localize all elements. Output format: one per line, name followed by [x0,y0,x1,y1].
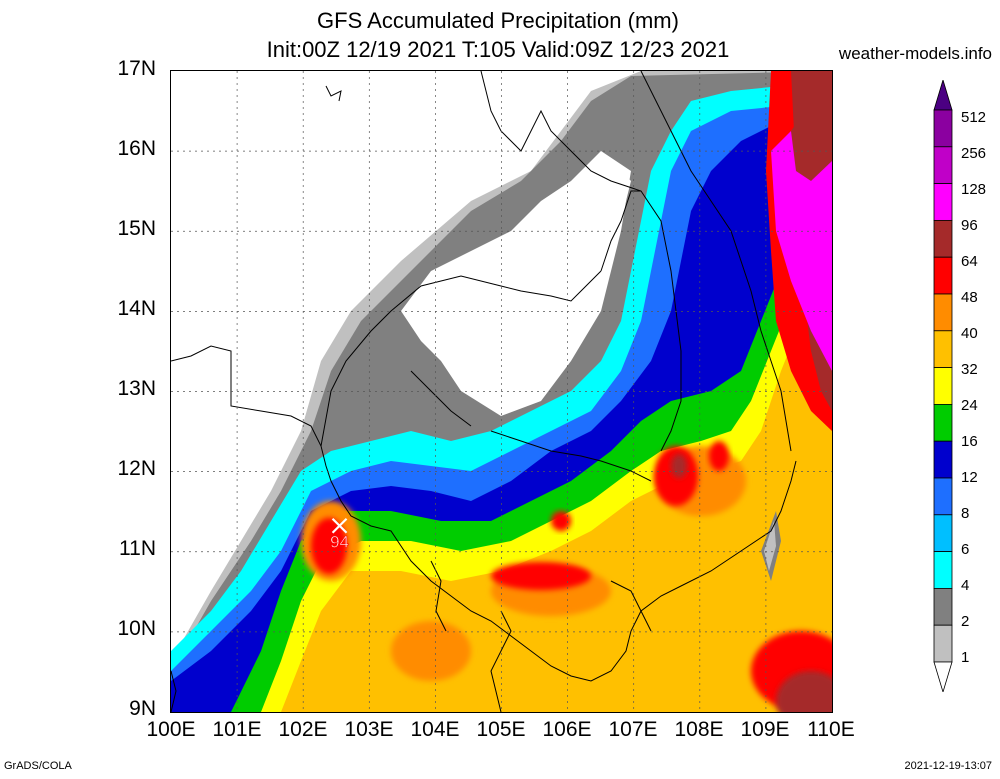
lat-label: 11N [119,537,156,560]
colorbar-swatch [933,440,953,479]
lon-label: 107E [608,718,658,741]
lon-label: 101E [212,718,262,741]
lat-label: 16N [117,137,156,160]
colorbar-label: 40 [961,325,978,342]
lon-label: 104E [410,718,460,741]
colorbar-swatch [933,661,953,692]
lon-label: 109E [740,718,790,741]
colorbar-label: 48 [961,289,978,306]
colorbar-label: 12 [961,469,978,486]
colorbar-label: 256 [961,145,987,162]
map-canvas: 94 [171,71,832,712]
lat-label: 10N [117,617,156,640]
colorbar-swatch [933,403,953,442]
colorbar-swatch [933,183,953,221]
lon-label: 108E [674,718,724,741]
colorbar-label: 512 [961,109,987,126]
lat-label: 15N [117,217,156,240]
colorbar-label: 64 [961,253,978,270]
colorbar-swatch [933,293,953,332]
colorbar-label: 1 [961,649,970,666]
lat-label: 12N [117,457,156,480]
colorbar-swatch [933,80,953,111]
graticule [171,71,832,712]
lon-label: 105E [476,718,526,741]
map-title: GFS Accumulated Precipitation (mm) [317,8,679,33]
lat-label: 9N [129,697,156,720]
lon-label: 106E [542,718,592,741]
storm-marker: 94 [330,517,349,552]
footer-credit: GrADS/COLA [4,760,72,772]
colorbar-label: 6 [961,541,970,558]
footer-timestamp: 2021-12-19-13:07 [904,760,992,772]
colorbar-label: 8 [961,505,970,522]
lat-label: 13N [117,377,156,400]
colorbar-swatch [933,587,953,626]
colorbar-swatch [933,514,953,552]
lon-label: 100E [146,718,196,741]
colorbar-swatch [933,109,953,148]
site-name: weather-models.info [838,44,992,63]
colorbar-swatch [933,367,953,405]
colorbar-label: 2 [961,613,970,630]
colorbar-label: 16 [961,433,978,450]
map-subtitle: Init:00Z 12/19 2021 T:105 Valid:09Z 12/2… [266,37,730,62]
lon-label: 110E [807,718,855,741]
colorbar-swatch [933,256,953,295]
lon-label: 102E [278,718,328,741]
colorbar-label: 128 [961,181,987,198]
colorbar-swatches [933,80,953,692]
marker-label: 94 [330,533,349,552]
lat-label: 14N [117,297,156,320]
colorbar-swatch [933,146,953,185]
colorbar-swatch [933,551,953,589]
colorbar-swatch [933,219,953,258]
lon-label: 103E [344,718,394,741]
coastlines-borders [171,71,797,712]
colorbar-swatch [933,330,953,369]
precipitation-map: 94 [170,70,833,713]
colorbar-label: 4 [961,577,970,594]
lat-label: 17N [117,57,156,80]
marker-cross [331,517,348,534]
colorbar-label: 24 [961,397,978,414]
colorbar-label: 96 [961,217,978,234]
colorbar [933,80,953,692]
colorbar-swatch [933,624,953,663]
colorbar-swatch [933,477,953,516]
colorbar-label: 32 [961,361,978,378]
